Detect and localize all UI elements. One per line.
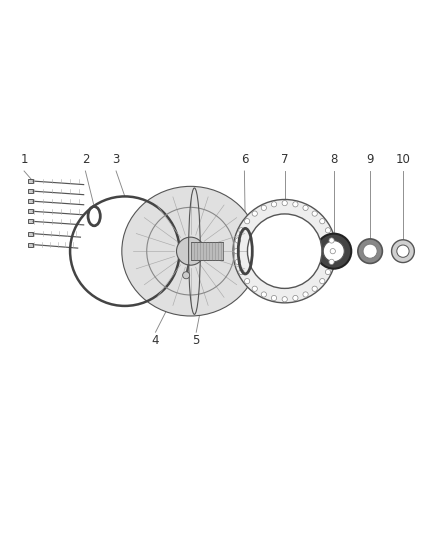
Circle shape [183, 272, 190, 279]
Circle shape [261, 292, 266, 297]
Circle shape [293, 295, 298, 301]
Circle shape [177, 237, 205, 265]
Ellipse shape [180, 189, 194, 313]
Bar [28, 243, 33, 247]
Text: 6: 6 [240, 153, 248, 166]
Bar [28, 189, 33, 193]
Circle shape [303, 205, 308, 211]
Text: 9: 9 [366, 153, 374, 166]
Circle shape [282, 200, 287, 206]
Bar [28, 232, 33, 236]
FancyBboxPatch shape [191, 243, 223, 260]
Bar [28, 220, 33, 223]
Circle shape [303, 292, 308, 297]
Circle shape [329, 238, 334, 243]
Circle shape [330, 248, 336, 254]
Circle shape [244, 279, 250, 284]
Circle shape [363, 244, 377, 258]
Circle shape [239, 269, 244, 274]
Bar [28, 179, 33, 183]
Text: 3: 3 [113, 153, 120, 166]
Text: 7: 7 [281, 153, 289, 166]
Circle shape [247, 214, 322, 288]
Circle shape [233, 199, 336, 303]
Circle shape [234, 248, 239, 254]
Bar [28, 209, 33, 213]
Circle shape [316, 233, 351, 269]
Circle shape [272, 295, 277, 301]
Ellipse shape [122, 187, 259, 316]
Text: 10: 10 [396, 153, 410, 166]
Text: 1: 1 [20, 153, 28, 166]
Circle shape [329, 259, 334, 264]
Circle shape [272, 201, 277, 207]
Text: 8: 8 [330, 153, 337, 166]
Circle shape [293, 201, 298, 207]
Circle shape [252, 286, 258, 292]
Circle shape [312, 211, 317, 216]
Text: 4: 4 [152, 334, 159, 348]
Circle shape [239, 228, 244, 233]
Circle shape [261, 205, 266, 211]
Text: 2: 2 [81, 153, 89, 166]
Circle shape [312, 286, 317, 292]
Circle shape [358, 239, 382, 263]
Circle shape [235, 238, 240, 243]
Circle shape [325, 228, 331, 233]
Circle shape [397, 245, 409, 257]
Circle shape [244, 219, 250, 224]
Text: 5: 5 [193, 334, 200, 348]
Circle shape [392, 240, 414, 263]
Circle shape [325, 269, 331, 274]
Circle shape [323, 241, 344, 262]
Circle shape [320, 279, 325, 284]
Ellipse shape [185, 188, 204, 314]
Bar [28, 199, 33, 203]
Circle shape [320, 219, 325, 224]
Circle shape [282, 296, 287, 302]
Circle shape [252, 211, 258, 216]
Circle shape [235, 259, 240, 264]
